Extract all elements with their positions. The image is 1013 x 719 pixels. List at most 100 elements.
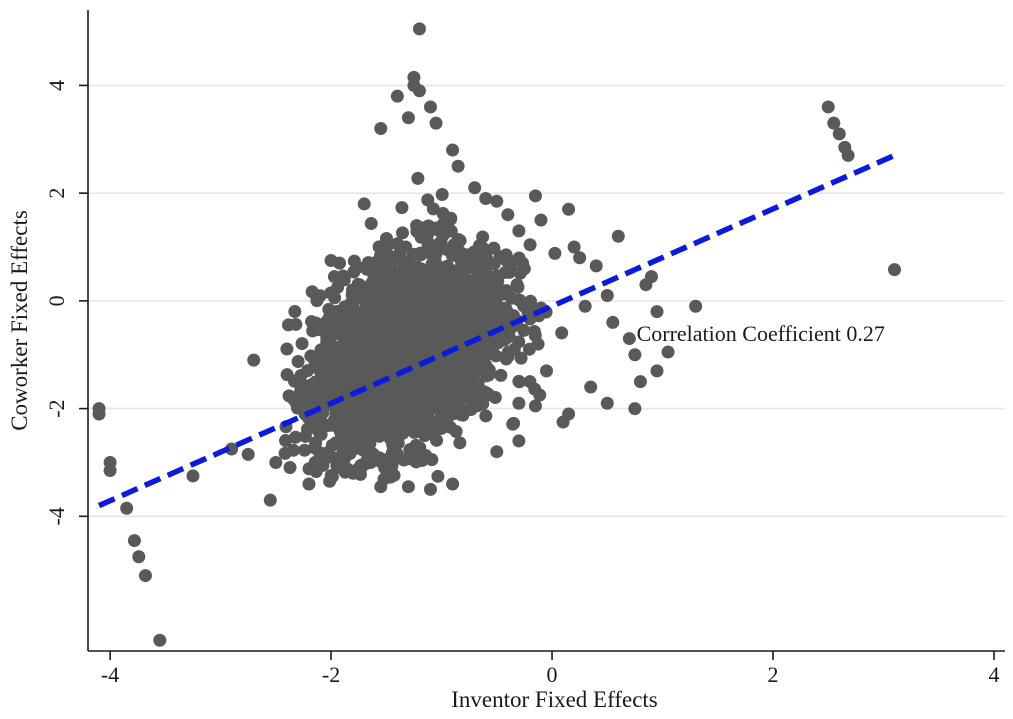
cluster-point	[283, 461, 297, 475]
cluster-point	[411, 171, 425, 185]
scatter-point-40	[600, 288, 614, 302]
cluster-point	[359, 291, 373, 305]
scatter-point-41	[606, 315, 620, 329]
scatter-point-35	[534, 213, 548, 227]
cluster-point	[376, 254, 390, 268]
cluster-point	[498, 333, 512, 347]
cluster-point	[474, 294, 488, 308]
scatter-point-8	[153, 633, 167, 647]
cluster-point	[351, 403, 365, 417]
cluster-point	[474, 354, 488, 368]
scatter-point-49	[650, 364, 664, 378]
cluster-point	[310, 294, 324, 308]
scatter-point-14	[269, 455, 283, 469]
scatter-point-63	[346, 466, 360, 480]
cluster-point	[390, 398, 404, 412]
cluster-point	[360, 262, 374, 276]
scatter-point-43	[622, 332, 636, 346]
cluster-point	[424, 324, 438, 338]
cluster-point	[356, 331, 370, 345]
cluster-point	[434, 412, 448, 426]
scatter-point-13	[263, 493, 277, 507]
cluster-point	[381, 238, 395, 252]
cluster-point	[361, 401, 375, 415]
scatter-point-45	[633, 375, 647, 389]
scatter-point-64	[313, 450, 327, 464]
cluster-point	[296, 390, 310, 404]
cluster-point	[422, 395, 436, 409]
cluster-point	[435, 188, 449, 202]
cluster-point	[500, 305, 514, 319]
scatter-point-19	[390, 89, 404, 103]
cluster-point	[287, 374, 301, 388]
cluster-point	[372, 335, 386, 349]
cluster-point	[378, 415, 392, 429]
cluster-point	[343, 417, 357, 431]
scatter-point-25	[423, 100, 437, 114]
y-tick-label-0: -4	[44, 507, 69, 525]
cluster-point	[499, 352, 513, 366]
cluster-point	[322, 312, 336, 326]
cluster-point	[454, 408, 468, 422]
cluster-point	[430, 221, 444, 235]
cluster-point	[533, 388, 547, 402]
cluster-point	[317, 370, 331, 384]
scatter-point-37	[567, 240, 581, 254]
cluster-point	[512, 335, 526, 349]
cluster-point	[381, 276, 395, 290]
cluster-point	[354, 437, 368, 451]
cluster-point	[309, 316, 323, 330]
cluster-point	[555, 326, 569, 340]
cluster-point	[491, 274, 505, 288]
cluster-point	[335, 311, 349, 325]
y-axis-title: Coworker Fixed Effects	[7, 210, 32, 431]
cluster-point	[338, 300, 352, 314]
cluster-point	[517, 299, 531, 313]
scatter-point-71	[827, 116, 841, 130]
cluster-point	[483, 308, 497, 322]
cluster-point	[380, 290, 394, 304]
scatter-point-26	[429, 116, 443, 130]
scatter-point-10	[225, 442, 239, 456]
cluster-point	[383, 313, 397, 327]
cluster-point	[345, 283, 359, 297]
x-axis-title: Inventor Fixed Effects	[451, 687, 658, 712]
scatter-point-31	[490, 194, 504, 208]
cluster-point	[391, 436, 405, 450]
cluster-point	[365, 321, 379, 335]
cluster-point	[410, 348, 424, 362]
scatter-point-54	[584, 380, 598, 394]
scatter-point-42	[611, 229, 625, 243]
cluster-point	[424, 277, 438, 291]
scatter-point-20	[401, 111, 415, 125]
cluster-point	[279, 434, 293, 448]
cluster-point	[389, 387, 403, 401]
cluster-point	[357, 366, 371, 380]
scatter-point-23	[412, 22, 426, 36]
cluster-point	[288, 305, 302, 319]
cluster-point	[479, 409, 493, 423]
scatter-point-66	[523, 375, 537, 389]
scatter-point-5	[127, 534, 141, 548]
cluster-point	[493, 250, 507, 264]
cluster-point	[432, 331, 446, 345]
scatter-point-38	[573, 251, 587, 265]
scatter-point-11	[241, 447, 255, 461]
cluster-point	[456, 277, 470, 291]
cluster-point	[278, 446, 292, 460]
cluster-point	[335, 431, 349, 445]
x-tick-label-3: 2	[767, 662, 778, 687]
scatter-point-51	[689, 299, 703, 313]
cluster-point	[288, 430, 302, 444]
cluster-point	[308, 421, 322, 435]
scatter-point-29	[468, 181, 482, 195]
scatter-point-6	[132, 550, 146, 564]
scatter-point-3	[103, 464, 117, 478]
cluster-point	[395, 266, 409, 280]
cluster-point	[426, 381, 440, 395]
y-tick-label-3: 2	[44, 188, 69, 199]
cluster-point	[363, 351, 377, 365]
scatter-point-24	[412, 84, 426, 98]
cluster-point	[322, 302, 336, 316]
